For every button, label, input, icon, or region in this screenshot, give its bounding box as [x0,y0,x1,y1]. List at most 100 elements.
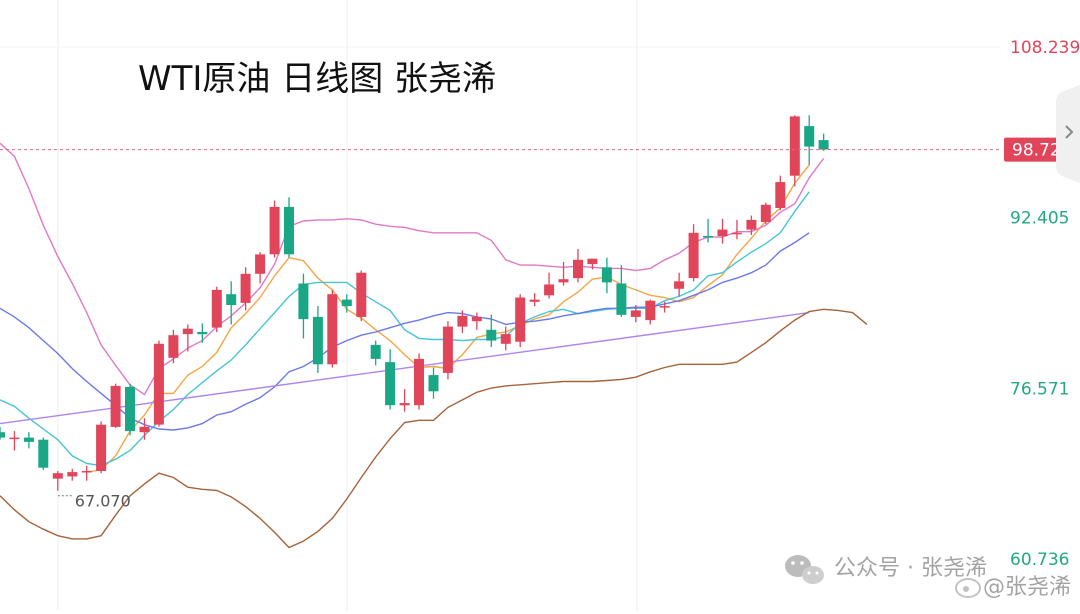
candle [515,294,526,348]
candle-body [616,283,627,315]
candle [804,115,815,165]
candle [327,289,338,368]
candle-body [775,182,786,208]
line-bb-lower [0,308,868,549]
candle [284,197,294,258]
candle [818,133,829,151]
candle-body [674,281,685,289]
candle [226,281,237,325]
candle [211,286,222,332]
candle-body [385,362,396,406]
candle [746,215,757,235]
wechat-icon [785,555,824,584]
candle-body [457,315,468,327]
candle-body [211,289,222,328]
y-tick-label: 76.571 [1010,379,1069,399]
candle-body [356,272,367,317]
wechat-watermark-text: 公众号 · 张尧浠 [834,556,987,581]
candle [370,340,381,366]
candle [110,383,121,428]
candle [457,310,468,334]
candle-body [746,219,757,230]
candle [0,426,5,440]
candle-body [688,232,699,279]
candle [96,421,107,474]
candle-body [544,284,555,296]
candle [471,312,482,330]
candle-body [558,279,569,283]
candle-body [23,437,34,442]
candle [659,301,670,313]
candle-body [284,206,294,255]
candle [674,272,685,297]
candle-body [341,299,352,307]
candle-body [153,343,164,425]
candle [645,299,656,325]
candle-body [226,294,237,305]
candle [153,340,164,427]
candle [703,218,713,243]
candle-body [312,316,323,365]
indicator-lines [0,142,868,549]
watermark: 公众号 · 张尧浠 @张尧浠 [785,555,1071,600]
grid-lines [0,0,1000,610]
candle [168,329,179,364]
candle [399,389,410,412]
candle-body [818,140,829,150]
candle-body [9,437,20,440]
candle [356,270,367,322]
candle-body [81,471,92,473]
candle-body [703,236,713,238]
y-tick-label: 60.736 [1010,550,1069,570]
candle-body [182,328,193,335]
scroll-right-tab[interactable] [1056,85,1080,183]
candle-body [789,116,800,176]
candle-body [760,204,771,222]
candle [298,273,309,339]
candle-body [659,306,670,308]
candle [775,175,786,211]
candle [630,305,641,323]
candle [486,314,497,348]
candle-body [0,432,5,438]
candle [760,202,771,225]
candle [731,219,742,240]
chart-title: WTI原油 日线图 张尧浠 [138,59,496,99]
candle-body [327,294,338,365]
candle-body [197,332,208,335]
line-ma10 [0,191,810,467]
candle-body [269,206,280,255]
candle-body [110,385,121,427]
candles [0,115,829,491]
candle [601,257,612,294]
candle [341,294,352,313]
candle-body [240,273,251,303]
candle [125,383,135,436]
candle [23,432,34,449]
candle-body [139,426,150,433]
candle [428,367,439,399]
candle [52,471,63,491]
candle-body [255,254,266,274]
candle [688,224,699,282]
candle-body [486,329,497,341]
candle-body [168,335,179,358]
candle [9,431,20,451]
candle [38,437,49,470]
candle-body [38,439,49,468]
candle-body [601,267,612,283]
candle-body [645,300,656,321]
chevron-right-icon[interactable] [1065,125,1074,139]
weibo-watermark-text: @张尧浠 [983,575,1071,600]
candle [197,323,208,343]
candle-body [500,334,511,344]
candle [240,267,251,311]
candle-body [399,403,410,406]
candle-body [573,259,583,279]
candle-body [370,344,381,359]
candle [573,248,583,283]
candle-body [731,232,742,235]
candle [182,324,193,352]
candle-body [96,424,107,471]
